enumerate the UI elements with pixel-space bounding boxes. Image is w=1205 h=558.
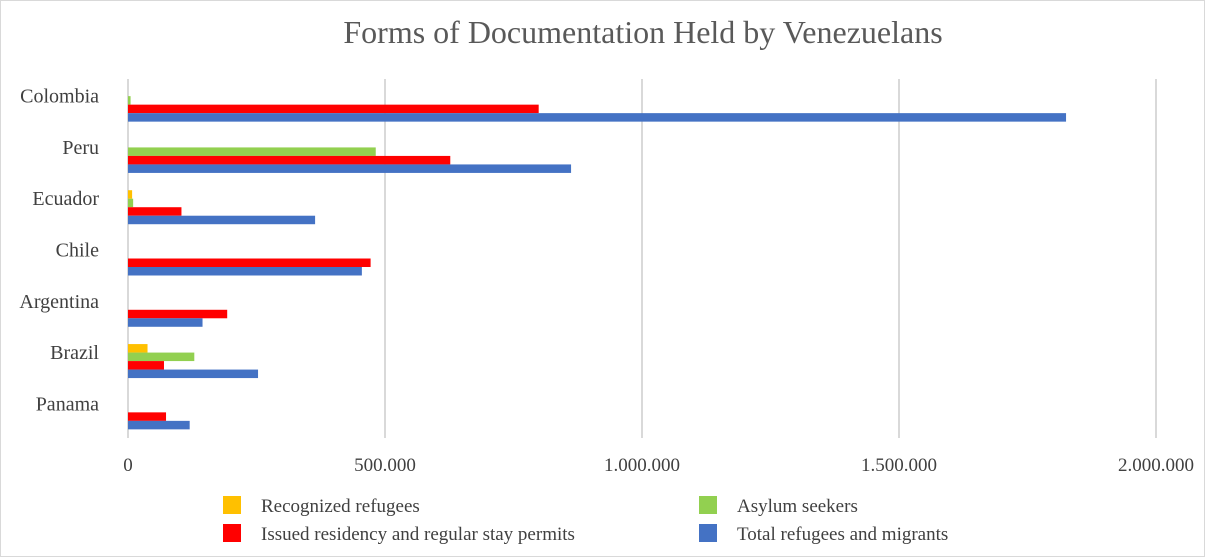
- legend-swatch: [223, 524, 241, 542]
- x-tick-label: 500.000: [354, 455, 416, 476]
- category-labels: Colombia Peru Ecuador Chile Argentina Brazil P…: [19, 86, 99, 416]
- category-label: Chile: [56, 240, 99, 262]
- gridlines: [127, 79, 1157, 438]
- legend-swatch: [699, 496, 717, 514]
- x-tick-label: 1.500.000: [861, 455, 937, 476]
- x-tick-label: 2.000.000: [1118, 455, 1194, 476]
- bars: [128, 96, 1067, 430]
- bar: [128, 164, 572, 173]
- bar: [128, 258, 371, 267]
- bar: [128, 113, 1067, 122]
- legend-label: Issued residency and regular stay permit…: [261, 524, 575, 545]
- x-tick-label: 1.000.000: [604, 455, 680, 476]
- bar: [128, 155, 451, 165]
- category-label: Argentina: [19, 291, 99, 313]
- bar: [128, 96, 131, 105]
- legend-swatch: [223, 496, 241, 514]
- bar: [128, 361, 164, 370]
- bar: [128, 318, 203, 327]
- bar: [128, 309, 228, 319]
- category-label: Colombia: [20, 86, 99, 108]
- category-label: Ecuador: [32, 188, 99, 210]
- bar: [128, 267, 362, 276]
- x-tick-labels: 0 500.000 1.000.000 1.500.000 2.000.000: [123, 455, 1194, 476]
- legend-swatch: [699, 524, 717, 542]
- category-label: Brazil: [50, 342, 99, 364]
- category-label: Peru: [62, 137, 99, 159]
- bar: [128, 215, 316, 225]
- bar: [128, 207, 182, 216]
- bar: [128, 369, 259, 379]
- bar: [128, 198, 134, 208]
- legend-label: Asylum seekers: [737, 496, 858, 517]
- bar: [128, 344, 148, 353]
- legend-label: Recognized refugees: [261, 496, 420, 517]
- legend-label: Total refugees and migrants: [737, 524, 948, 545]
- legend: Recognized refugees Asylum seekers Issued …: [223, 496, 948, 545]
- bar: [128, 190, 133, 199]
- bar: [128, 147, 376, 156]
- category-label: Panama: [36, 393, 99, 415]
- chart-title: Forms of Documentation Held by Venezuela…: [343, 14, 942, 50]
- bar: [128, 104, 539, 114]
- x-tick-label: 0: [123, 455, 133, 476]
- bar: [128, 420, 190, 430]
- bar: [128, 352, 195, 362]
- bar: [128, 412, 167, 421]
